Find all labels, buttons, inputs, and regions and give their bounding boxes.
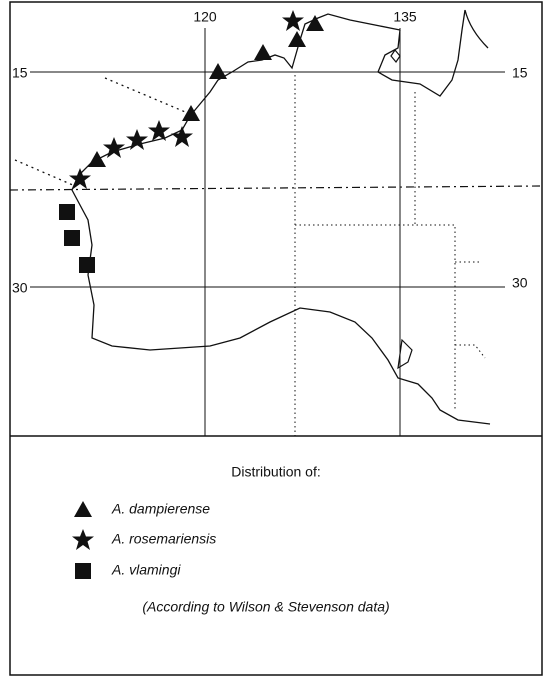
latitude-label: 15 [512,65,528,81]
square-marker [79,257,95,273]
square-marker [64,230,80,246]
latitude-label: 30 [512,275,528,291]
legend-symbol [75,563,91,579]
coastline [71,9,491,425]
legend-item: A. rosemariensis [111,531,216,547]
longitude-label: 135 [393,9,417,25]
legend-item: A. dampierense [111,501,210,517]
frame [9,1,543,676]
state-border [294,75,486,436]
sea-border [14,77,191,187]
square-marker [59,204,75,220]
latitude-label: 15 [12,65,28,81]
map [9,9,543,436]
legend-note: (According to Wilson & Stevenson data) [142,599,389,615]
longitude-label: 120 [193,9,217,25]
latitude-label: 30 [12,280,28,296]
legend: Distribution of: A. dampierense A. rosem… [72,464,390,615]
island [390,48,413,370]
legend-item: A. vlamingi [111,562,181,578]
legend-title: Distribution of: [231,464,320,480]
